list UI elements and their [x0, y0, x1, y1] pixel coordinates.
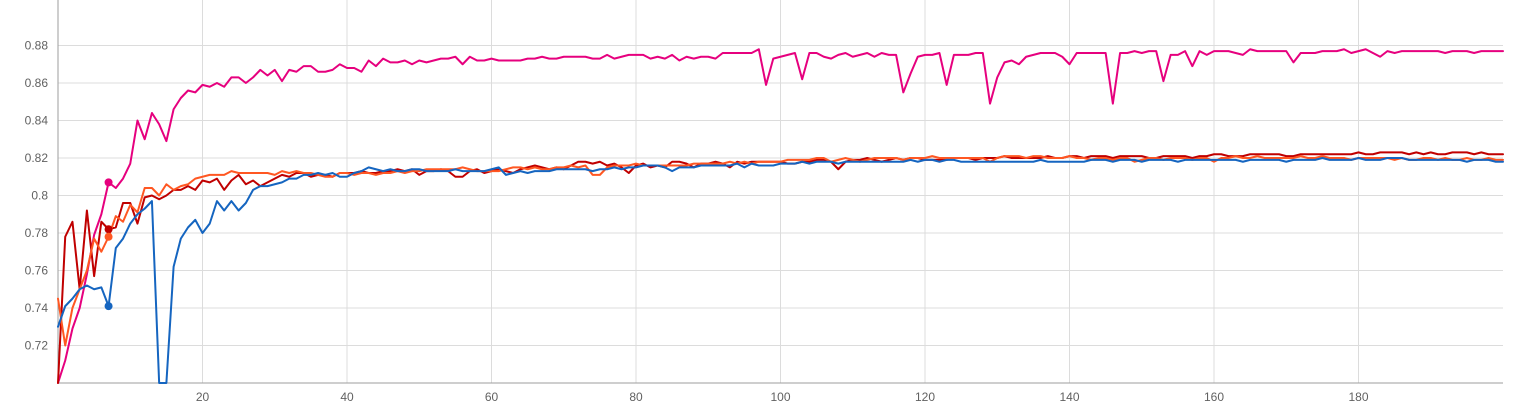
y-tick-label: 0.76 [25, 264, 49, 278]
series-marker-4 [104, 302, 113, 311]
series-marker-3 [104, 232, 113, 241]
axes [57, 0, 1503, 384]
x-tick-label: 20 [196, 390, 210, 404]
grid [58, 0, 1503, 383]
series-markers [104, 178, 113, 311]
x-tick-label: 140 [1059, 390, 1079, 404]
series-line-3 [57, 155, 1504, 347]
y-tick-label: 0.8 [31, 189, 48, 203]
x-tick-label: 80 [629, 390, 643, 404]
y-tick-label: 0.74 [25, 301, 49, 315]
series-line-1 [57, 48, 1504, 384]
x-tick-label: 160 [1204, 390, 1224, 404]
y-tick-label: 0.72 [25, 339, 49, 353]
y-tick-label: 0.84 [25, 114, 49, 128]
y-tick-label: 0.88 [25, 39, 49, 53]
tick-labels: 20 40 60 80 100 120 140 160 180 0.72 0.74 0.76 0.78 0… [25, 39, 1369, 405]
y-tick-label: 0.86 [25, 76, 49, 90]
x-tick-label: 180 [1348, 390, 1368, 404]
y-tick-label: 0.82 [25, 151, 49, 165]
x-tick-label: 40 [340, 390, 354, 404]
y-tick-label: 0.78 [25, 226, 49, 240]
x-tick-label: 60 [485, 390, 499, 404]
x-tick-label: 100 [770, 390, 790, 404]
x-tick-label: 120 [915, 390, 935, 404]
series-lines [57, 48, 1504, 384]
series-marker-1 [104, 178, 113, 187]
series-marker-2 [104, 225, 113, 234]
series-line-4 [57, 157, 1504, 384]
